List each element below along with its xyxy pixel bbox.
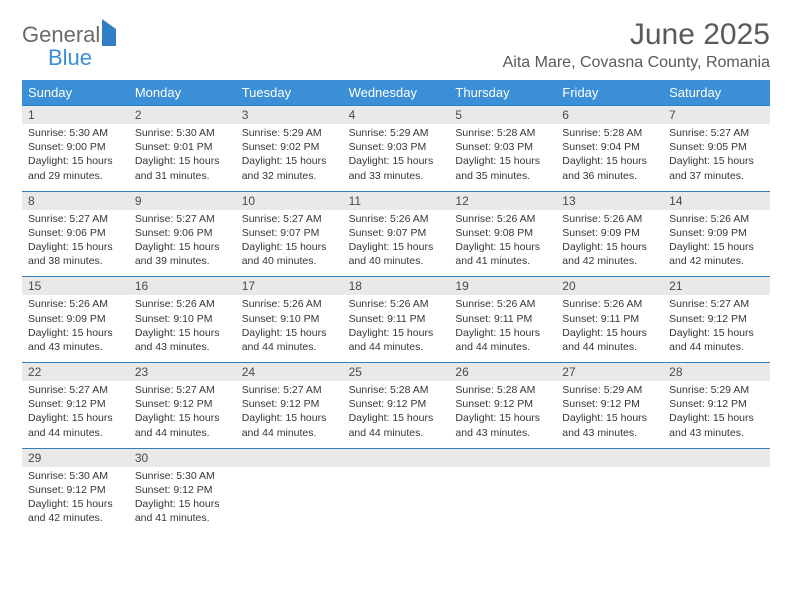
day-cell: Sunrise: 5:27 AMSunset: 9:06 PMDaylight:… [129,210,236,277]
day-number: 24 [236,363,343,381]
day-cell: Sunrise: 5:26 AMSunset: 9:08 PMDaylight:… [449,210,556,277]
day-cell: Sunrise: 5:29 AMSunset: 9:03 PMDaylight:… [343,124,450,191]
day-number: 20 [556,277,663,295]
day-number: 10 [236,192,343,210]
day-number-row: 22232425262728 [22,362,770,381]
day-cell: Sunrise: 5:30 AMSunset: 9:12 PMDaylight:… [22,467,129,534]
day-number: 29 [22,449,129,467]
day-number: 9 [129,192,236,210]
day-number [556,449,663,467]
day-cell: Sunrise: 5:26 AMSunset: 9:10 PMDaylight:… [236,295,343,362]
day-cell: Sunrise: 5:29 AMSunset: 9:12 PMDaylight:… [663,381,770,448]
weekday-label: Tuesday [236,80,343,105]
day-number [343,449,450,467]
day-cell [556,467,663,534]
day-number: 21 [663,277,770,295]
day-cell: Sunrise: 5:27 AMSunset: 9:06 PMDaylight:… [22,210,129,277]
day-number: 17 [236,277,343,295]
day-number-row: 15161718192021 [22,276,770,295]
weekday-label: Wednesday [343,80,450,105]
day-cell: Sunrise: 5:29 AMSunset: 9:02 PMDaylight:… [236,124,343,191]
day-cell: Sunrise: 5:26 AMSunset: 9:11 PMDaylight:… [343,295,450,362]
day-cell: Sunrise: 5:26 AMSunset: 9:09 PMDaylight:… [22,295,129,362]
day-info-row: Sunrise: 5:26 AMSunset: 9:09 PMDaylight:… [22,295,770,362]
day-cell: Sunrise: 5:30 AMSunset: 9:00 PMDaylight:… [22,124,129,191]
day-number: 25 [343,363,450,381]
day-cell: Sunrise: 5:26 AMSunset: 9:09 PMDaylight:… [663,210,770,277]
day-cell [449,467,556,534]
day-number: 2 [129,106,236,124]
day-number: 28 [663,363,770,381]
day-cell: Sunrise: 5:29 AMSunset: 9:12 PMDaylight:… [556,381,663,448]
calendar-grid: 1234567Sunrise: 5:30 AMSunset: 9:00 PMDa… [22,105,770,533]
day-number: 12 [449,192,556,210]
day-info-row: Sunrise: 5:27 AMSunset: 9:06 PMDaylight:… [22,210,770,277]
weekday-label: Monday [129,80,236,105]
day-cell: Sunrise: 5:28 AMSunset: 9:12 PMDaylight:… [449,381,556,448]
day-info-row: Sunrise: 5:30 AMSunset: 9:12 PMDaylight:… [22,467,770,534]
day-cell [343,467,450,534]
day-cell: Sunrise: 5:26 AMSunset: 9:09 PMDaylight:… [556,210,663,277]
calendar-page: General Blue June 2025 Aita Mare, Covasn… [0,0,792,533]
day-cell: Sunrise: 5:26 AMSunset: 9:11 PMDaylight:… [449,295,556,362]
day-cell: Sunrise: 5:30 AMSunset: 9:01 PMDaylight:… [129,124,236,191]
logo-word-2: Blue [22,45,92,70]
logo-word-1: General [22,22,100,47]
day-number [449,449,556,467]
day-number-row: 891011121314 [22,191,770,210]
day-cell: Sunrise: 5:26 AMSunset: 9:10 PMDaylight:… [129,295,236,362]
day-cell: Sunrise: 5:28 AMSunset: 9:04 PMDaylight:… [556,124,663,191]
day-number: 22 [22,363,129,381]
day-cell: Sunrise: 5:28 AMSunset: 9:03 PMDaylight:… [449,124,556,191]
weekday-label: Friday [556,80,663,105]
day-cell: Sunrise: 5:30 AMSunset: 9:12 PMDaylight:… [129,467,236,534]
day-cell: Sunrise: 5:27 AMSunset: 9:05 PMDaylight:… [663,124,770,191]
day-number: 1 [22,106,129,124]
day-cell: Sunrise: 5:27 AMSunset: 9:12 PMDaylight:… [663,295,770,362]
day-number: 19 [449,277,556,295]
day-cell [236,467,343,534]
day-number: 6 [556,106,663,124]
day-number [236,449,343,467]
day-number: 7 [663,106,770,124]
weekday-label: Thursday [449,80,556,105]
logo-triangle-icon [102,19,116,46]
day-cell: Sunrise: 5:28 AMSunset: 9:12 PMDaylight:… [343,381,450,448]
day-number: 5 [449,106,556,124]
day-number: 3 [236,106,343,124]
location: Aita Mare, Covasna County, Romania [503,54,770,72]
day-number: 27 [556,363,663,381]
header: General Blue June 2025 Aita Mare, Covasn… [22,18,770,72]
day-number: 23 [129,363,236,381]
weekday-label: Sunday [22,80,129,105]
day-number: 26 [449,363,556,381]
day-number-row: 2930 [22,448,770,467]
day-number: 13 [556,192,663,210]
day-number [663,449,770,467]
logo: General Blue [22,18,116,70]
day-number: 15 [22,277,129,295]
day-number: 30 [129,449,236,467]
month-title: June 2025 [503,18,770,52]
weekday-label: Saturday [663,80,770,105]
title-block: June 2025 Aita Mare, Covasna County, Rom… [503,18,770,72]
day-cell: Sunrise: 5:27 AMSunset: 9:12 PMDaylight:… [236,381,343,448]
weekday-header: SundayMondayTuesdayWednesdayThursdayFrid… [22,80,770,105]
day-number: 11 [343,192,450,210]
day-info-row: Sunrise: 5:27 AMSunset: 9:12 PMDaylight:… [22,381,770,448]
day-number: 18 [343,277,450,295]
day-info-row: Sunrise: 5:30 AMSunset: 9:00 PMDaylight:… [22,124,770,191]
day-number: 16 [129,277,236,295]
day-number: 14 [663,192,770,210]
day-cell: Sunrise: 5:27 AMSunset: 9:07 PMDaylight:… [236,210,343,277]
day-number: 4 [343,106,450,124]
day-cell [663,467,770,534]
day-number: 8 [22,192,129,210]
logo-text: General Blue [22,24,116,70]
day-cell: Sunrise: 5:27 AMSunset: 9:12 PMDaylight:… [22,381,129,448]
day-cell: Sunrise: 5:27 AMSunset: 9:12 PMDaylight:… [129,381,236,448]
day-cell: Sunrise: 5:26 AMSunset: 9:11 PMDaylight:… [556,295,663,362]
day-cell: Sunrise: 5:26 AMSunset: 9:07 PMDaylight:… [343,210,450,277]
day-number-row: 1234567 [22,105,770,124]
